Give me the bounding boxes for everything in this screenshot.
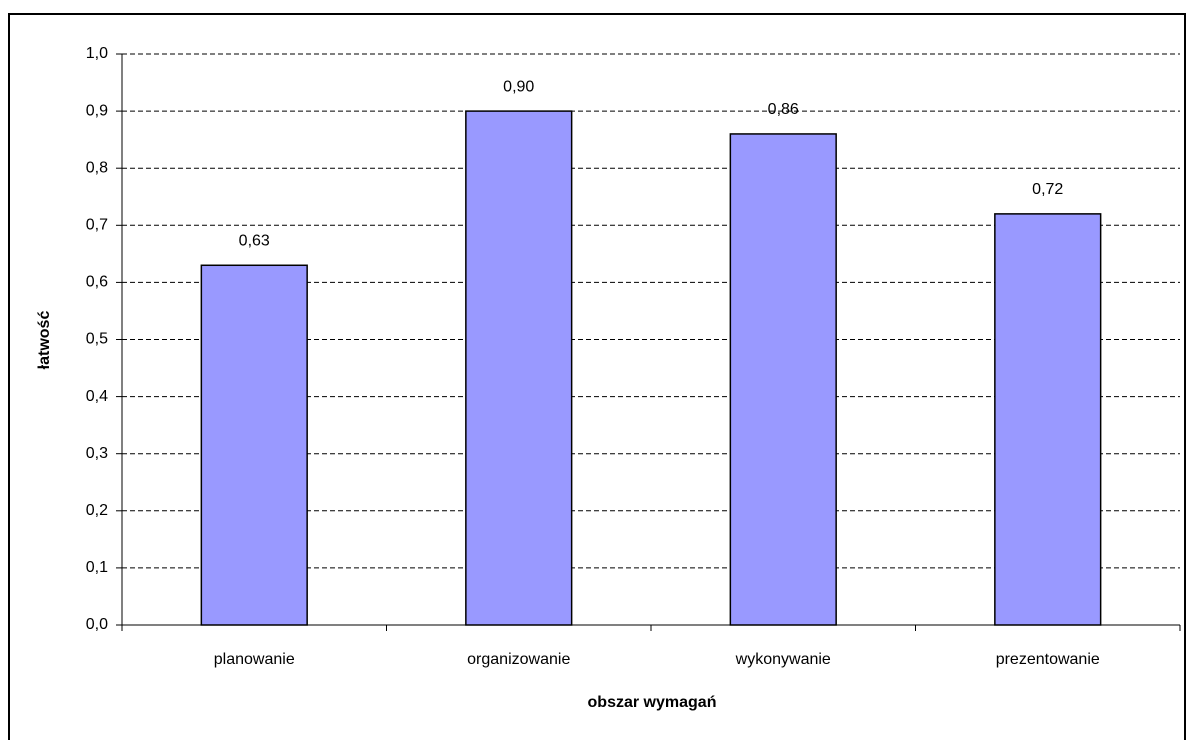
value-label: 0,63 (239, 232, 270, 249)
x-tick-label: prezentowanie (996, 651, 1100, 668)
value-label: 0,86 (768, 101, 799, 118)
y-tick-label: 0,4 (86, 388, 108, 405)
y-tick-label: 0,9 (86, 102, 108, 119)
y-tick-label: 0,6 (86, 274, 108, 291)
bar (729, 133, 837, 626)
x-tick-label: organizowanie (467, 651, 570, 668)
y-tick-label: 0,8 (86, 159, 108, 176)
y-tick-label: 0,0 (86, 616, 108, 633)
value-label: 0,90 (503, 78, 534, 95)
y-tick-label: 0,5 (86, 331, 108, 348)
y-tick-label: 0,2 (86, 502, 108, 519)
y-tick-label: 0,1 (86, 559, 108, 576)
x-tick-label: planowanie (214, 651, 295, 668)
x-tick-label: wykonywanie (735, 651, 831, 668)
bar (200, 264, 308, 626)
value-label: 0,72 (1032, 181, 1063, 198)
y-tick-label: 1,0 (86, 45, 108, 62)
bar (994, 213, 1102, 626)
bar (465, 110, 573, 626)
y-tick-label: 0,3 (86, 445, 108, 462)
x-axis-title: obszar wymagań (588, 694, 717, 711)
y-tick-label: 0,7 (86, 217, 108, 234)
y-axis-title: łatwość (36, 311, 53, 370)
